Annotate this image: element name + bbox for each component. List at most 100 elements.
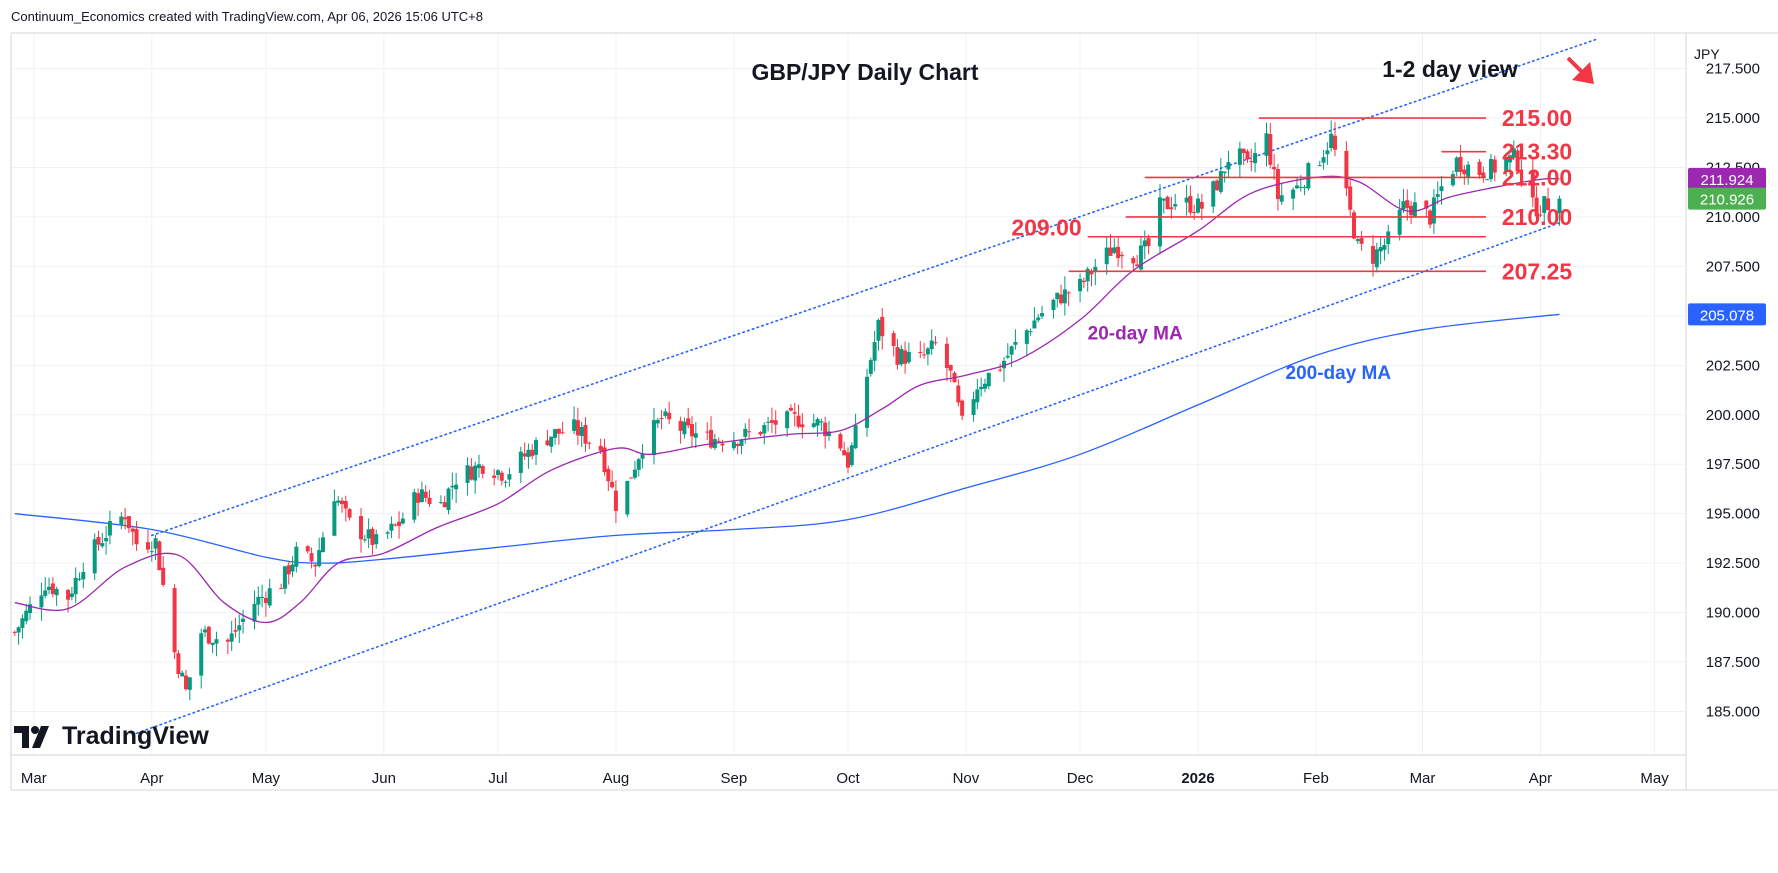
candle-body [982, 383, 987, 389]
candle-body [998, 369, 1003, 371]
candle-body [1009, 346, 1014, 355]
candle-body [423, 491, 428, 498]
candle-body [838, 434, 843, 449]
price-tag [1688, 187, 1766, 210]
candle-body [499, 472, 504, 481]
price-tag [1688, 167, 1766, 190]
brand-name: TradingView [62, 722, 209, 750]
candle-body [758, 432, 763, 435]
candle-body [16, 627, 21, 633]
candle-body [96, 536, 101, 545]
arrow-down-right-icon [1566, 56, 1594, 84]
candle-body [309, 553, 314, 562]
candle-body [545, 440, 550, 446]
candle-body [606, 468, 611, 482]
candle-body [1241, 148, 1246, 154]
candle-body [598, 445, 603, 451]
candle-body [1032, 320, 1037, 329]
candle-body [454, 484, 459, 490]
candle-body [1542, 196, 1547, 214]
candle-body [735, 444, 740, 447]
level-label: 215.00 [1502, 105, 1572, 131]
ma200-line [14, 313, 1560, 564]
x-tick-label: Feb [1303, 770, 1329, 787]
candle-body [651, 420, 656, 456]
level-label: 207.25 [1502, 258, 1573, 284]
candle-body [1511, 148, 1516, 158]
candle-body [1291, 189, 1296, 199]
candle-body [1040, 313, 1045, 317]
attribution-text: Continuum_Economics created with Trading… [11, 9, 483, 24]
candle-body [1218, 171, 1223, 192]
candle-body [290, 564, 295, 572]
candle-body [1546, 198, 1551, 211]
candle-body [286, 565, 291, 575]
candle-body [1492, 159, 1497, 173]
candle-body [503, 481, 508, 483]
x-tick-label: Oct [836, 770, 860, 787]
candle-body [659, 418, 664, 420]
candle-body [705, 431, 710, 433]
candle-body [975, 389, 980, 403]
candle-body [636, 459, 641, 470]
candle-body [842, 450, 847, 456]
candle-body [1059, 294, 1064, 304]
candle-body [1386, 231, 1391, 245]
candle-body [225, 639, 230, 642]
candles-layer [12, 120, 1562, 701]
candle-body [77, 578, 82, 580]
channel-layer [135, 38, 1599, 735]
candle-body [522, 453, 527, 457]
candle-body [922, 354, 927, 356]
candle-body [613, 490, 618, 512]
candle-body [610, 481, 615, 488]
candle-body [347, 509, 352, 518]
candle-body [153, 538, 158, 549]
candle-body [1237, 148, 1242, 165]
candle-body [1332, 135, 1337, 150]
candle-body [739, 439, 744, 446]
tradingview-logo[interactable]: TradingView [14, 722, 209, 751]
candle-body [214, 639, 219, 644]
candle-body [294, 546, 299, 567]
candle-body [172, 588, 177, 653]
candle-body [572, 419, 577, 431]
candle-body [1024, 330, 1029, 344]
candle-body [161, 567, 166, 585]
candle-body [241, 618, 246, 622]
candle-body [1142, 240, 1147, 247]
candle-body [956, 385, 961, 403]
candle-body [203, 629, 208, 633]
candle-body [54, 588, 59, 596]
candle-body [1359, 237, 1364, 244]
candle-body [442, 502, 447, 508]
candle-body [206, 626, 211, 644]
candle-body [526, 449, 531, 457]
axes-layer: 185.000 187.500 190.000 192.500 195.000 197.5… [10, 32, 1778, 791]
candle-body [130, 528, 135, 532]
candle-body [1371, 246, 1376, 264]
candle-body [1409, 205, 1414, 216]
candle-body [507, 474, 512, 480]
candle-body [629, 477, 634, 479]
candle-body [530, 449, 535, 457]
candle-body [210, 642, 215, 645]
candle-body [229, 633, 234, 642]
candle-body [389, 523, 394, 531]
candle-body [336, 500, 341, 503]
candle-body [1450, 174, 1455, 186]
candle-body [1066, 292, 1071, 294]
candle-body [1169, 207, 1174, 210]
candle-body [1135, 264, 1140, 267]
candle-body [1454, 157, 1459, 172]
candle-body [184, 675, 189, 690]
x-tick-label: Apr [140, 770, 163, 787]
ma200-layer [14, 313, 1560, 564]
ma-annotation: 20-day MA [1088, 324, 1183, 345]
price-tag [1688, 303, 1766, 326]
candle-body [1321, 157, 1326, 163]
candle-body [1481, 172, 1486, 178]
candle-body [1211, 181, 1216, 207]
candle-body [686, 418, 691, 426]
